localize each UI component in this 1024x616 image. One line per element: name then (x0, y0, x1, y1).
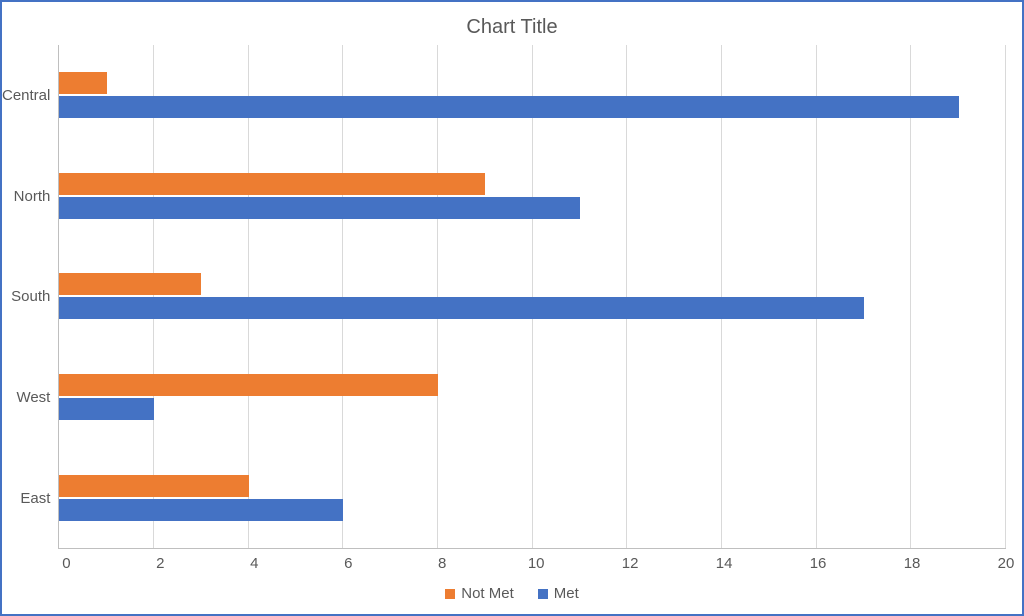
bar-met (59, 297, 864, 319)
bar-groups (59, 45, 1006, 548)
legend-swatch (445, 589, 455, 599)
x-tick-label: 6 (344, 555, 352, 572)
legend-item: Met (538, 585, 579, 602)
chart-frame: Chart Title CentralNorthSouthWestEast 0 2… (0, 0, 1024, 616)
x-tick-label: 4 (250, 555, 258, 572)
x-tick-label: 10 (528, 555, 545, 572)
legend-item: Not Met (445, 585, 514, 602)
x-axis-spacer (2, 555, 66, 579)
bar-group (59, 146, 1006, 247)
bar-group (59, 347, 1006, 448)
bar-met (59, 398, 154, 420)
x-tick-label: 20 (998, 555, 1015, 572)
bar-not-met (59, 475, 248, 497)
x-tick-label: 8 (438, 555, 446, 572)
bar-not-met (59, 173, 485, 195)
x-axis: 02468101214161820 (66, 555, 1006, 579)
bar-group (59, 45, 1006, 146)
legend-label: Not Met (461, 585, 514, 602)
legend-label: Met (554, 585, 579, 602)
x-tick-label: 16 (810, 555, 827, 572)
x-tick-label: 2 (156, 555, 164, 572)
bar-not-met (59, 374, 438, 396)
bar-met (59, 499, 343, 521)
plot-area (58, 45, 1006, 549)
bar-group (59, 246, 1006, 347)
bar-met (59, 197, 580, 219)
bar-not-met (59, 273, 201, 295)
legend-swatch (538, 589, 548, 599)
chart-title: Chart Title (2, 2, 1022, 45)
x-axis-row: 0 2 4 6 8 10 12 14 16 18 20 (2, 549, 1022, 579)
x-tick-label: 0 (62, 555, 70, 572)
bar-not-met (59, 72, 106, 94)
bar-met (59, 96, 958, 118)
plot-wrapper: CentralNorthSouthWestEast (2, 45, 1022, 549)
x-tick-label: 14 (716, 555, 733, 572)
bar-group (59, 447, 1006, 548)
x-tick-label: 12 (622, 555, 639, 572)
y-axis: CentralNorthSouthWestEast (2, 45, 58, 549)
x-tick-label: 18 (904, 555, 921, 572)
legend: Not Met Met (2, 579, 1022, 614)
